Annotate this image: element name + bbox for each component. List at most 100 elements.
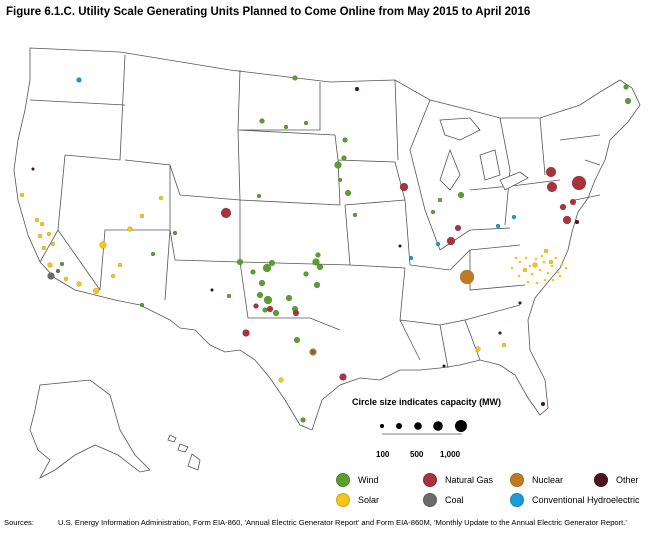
- size-label-100: 100: [376, 450, 390, 459]
- legend-coal-label: Coal: [445, 495, 464, 505]
- plant-marker-solar: [556, 270, 560, 274]
- plant-marker-wind: [172, 230, 178, 236]
- plant-marker-other: [540, 401, 546, 407]
- plant-marker-solar: [518, 260, 522, 264]
- plant-marker-natural-gas: [569, 198, 577, 206]
- plant-marker-wind: [337, 177, 343, 183]
- plant-marker-natural-gas: [399, 182, 409, 192]
- plant-marker-wind: [139, 302, 145, 308]
- plant-marker-wind: [259, 118, 265, 124]
- legend-natural-gas-label: Natural Gas: [445, 475, 494, 485]
- plant-marker-coal: [55, 268, 61, 274]
- plant-marker-solar: [37, 233, 43, 239]
- plant-marker-solar: [117, 262, 123, 268]
- legend-nuclear-swatch: [510, 473, 524, 487]
- plant-marker-solar: [540, 254, 544, 258]
- size-label-500: 500: [410, 450, 424, 459]
- plant-marker-natural-gas: [446, 236, 456, 246]
- plant-marker-solar: [560, 262, 564, 266]
- plant-marker-natural-gas: [545, 166, 557, 178]
- plant-marker-wind: [256, 291, 264, 299]
- legend-natural-gas-swatch: [423, 473, 437, 487]
- plant-marker-natural-gas: [292, 309, 300, 317]
- plant-marker-solar: [47, 262, 53, 268]
- plant-marker-natural-gas: [562, 215, 572, 225]
- legend-wind-swatch: [336, 473, 350, 487]
- plant-marker-wind: [303, 120, 309, 126]
- plant-marker-solar: [63, 276, 69, 282]
- legend-nuclear-label: Nuclear: [532, 475, 564, 485]
- plant-marker-wind: [283, 124, 289, 130]
- plant-marker-hydro: [408, 255, 414, 261]
- plant-marker-wind: [263, 295, 273, 305]
- plant-marker-solar: [46, 231, 52, 237]
- plant-marker-solar: [510, 266, 514, 270]
- plant-marker-wind: [272, 309, 280, 317]
- plant-marker-other: [210, 288, 214, 292]
- plant-marker-natural-gas: [220, 207, 232, 219]
- plant-marker-wind: [150, 251, 156, 257]
- plant-marker-wind: [292, 75, 298, 81]
- state-outlines: [13, 47, 641, 479]
- plant-marker-solar: [535, 281, 539, 285]
- plant-marker-other: [398, 244, 402, 248]
- plant-marker-coal: [310, 349, 316, 355]
- plant-marker-solar: [76, 281, 82, 287]
- plant-marker-wind: [268, 259, 276, 267]
- plant-marker-natural-gas: [454, 224, 462, 232]
- plant-marker-natural-gas: [559, 203, 567, 211]
- plant-marker-solar: [530, 272, 534, 276]
- plant-marker-wind: [285, 294, 293, 302]
- plant-marker-solar: [543, 248, 549, 254]
- sources-label: Sources:: [4, 518, 34, 527]
- legend-coal-swatch: [423, 493, 437, 507]
- plant-marker-solar: [50, 241, 56, 247]
- hawaii-outline: [167, 434, 201, 471]
- plant-marker-solar: [99, 241, 107, 249]
- plant-marker-solar: [528, 264, 532, 268]
- size-legend-circle: [455, 420, 467, 432]
- plant-marker-other: [518, 301, 522, 305]
- plant-marker-hydro: [511, 214, 517, 220]
- legend-hydro-label: Conventional Hydroelectric: [532, 495, 640, 505]
- plant-marker-other: [354, 86, 360, 92]
- plant-marker-solar: [534, 257, 538, 261]
- legend-solar-label: Solar: [358, 495, 380, 505]
- plant-marker-wind: [256, 193, 262, 199]
- plant-marker-wind: [303, 271, 309, 277]
- size-legend-circles: [380, 420, 467, 435]
- plant-marker-solar: [546, 271, 550, 275]
- plant-marker-solar: [278, 377, 284, 383]
- legend-nuclear: Nuclear: [510, 473, 563, 487]
- plant-marker-solar: [517, 274, 521, 278]
- plant-marker-hydro: [495, 223, 501, 229]
- plant-marker-wind: [341, 155, 347, 161]
- plant-marker-solar: [39, 221, 45, 227]
- plant-marker-solar: [538, 268, 542, 272]
- plant-marker-solar: [41, 245, 47, 251]
- size-legend-circle: [396, 423, 402, 429]
- alaska-outline: [29, 379, 151, 479]
- plant-marker-wind: [352, 212, 358, 218]
- plant-marker-wind: [316, 263, 324, 271]
- plant-marker-solar: [550, 264, 554, 268]
- plant-marker-solar: [19, 192, 25, 198]
- plant-marker-wind: [623, 84, 629, 90]
- plant-marker-solar: [514, 256, 518, 260]
- plant-marker-natural-gas: [546, 181, 558, 193]
- plant-marker-solar: [92, 287, 100, 295]
- plant-marker-wind: [59, 261, 65, 267]
- plant-marker-wind: [457, 191, 465, 199]
- size-legend-circle: [380, 424, 384, 428]
- plant-marker-wind: [300, 417, 306, 423]
- plant-marker-wind: [313, 281, 321, 289]
- plant-marker-wind: [293, 336, 301, 344]
- plant-marker-wind: [226, 293, 232, 299]
- plant-marker-wind: [312, 258, 320, 266]
- plant-marker-natural-gas: [571, 175, 587, 191]
- plant-marker-other: [498, 331, 502, 335]
- legend-hydro: Conventional Hydroelectric: [510, 493, 640, 507]
- legend-other-swatch: [594, 473, 608, 487]
- plant-marker-wind: [437, 197, 443, 203]
